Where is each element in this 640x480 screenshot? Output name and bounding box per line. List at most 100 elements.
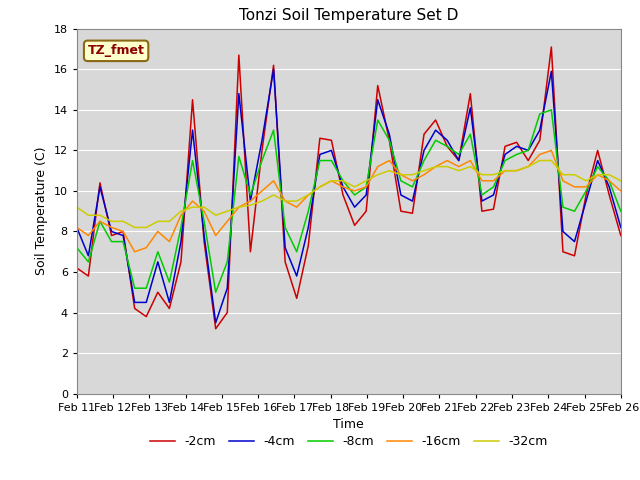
-32cm <box>362 178 370 184</box>
-4cm <box>96 184 104 190</box>
-8cm <box>108 239 115 244</box>
-4cm <box>143 300 150 305</box>
-2cm <box>293 296 301 301</box>
-8cm <box>420 157 428 163</box>
-32cm <box>73 204 81 210</box>
-4cm <box>269 66 277 72</box>
-16cm <box>455 164 463 169</box>
-8cm <box>444 144 451 149</box>
-16cm <box>420 172 428 178</box>
-32cm <box>559 172 567 178</box>
X-axis label: Time: Time <box>333 418 364 431</box>
-2cm <box>397 208 404 214</box>
-32cm <box>96 212 104 218</box>
-4cm <box>73 225 81 230</box>
-8cm <box>154 249 162 254</box>
-2cm <box>108 233 115 239</box>
-4cm <box>374 97 381 103</box>
Text: TZ_fmet: TZ_fmet <box>88 44 145 57</box>
-4cm <box>166 300 173 305</box>
-2cm <box>524 157 532 163</box>
-16cm <box>351 188 358 194</box>
-4cm <box>582 198 590 204</box>
-32cm <box>166 218 173 224</box>
-8cm <box>328 157 335 163</box>
-16cm <box>605 178 613 184</box>
-8cm <box>617 208 625 214</box>
-2cm <box>235 52 243 58</box>
-4cm <box>84 253 92 259</box>
-8cm <box>490 184 497 190</box>
-8cm <box>385 137 393 143</box>
-32cm <box>282 198 289 204</box>
-4cm <box>108 228 115 234</box>
-32cm <box>339 178 347 184</box>
-16cm <box>374 164 381 169</box>
-8cm <box>305 208 312 214</box>
-16cm <box>96 218 104 224</box>
Legend: -2cm, -4cm, -8cm, -16cm, -32cm: -2cm, -4cm, -8cm, -16cm, -32cm <box>145 430 553 453</box>
-4cm <box>605 184 613 190</box>
-16cm <box>362 184 370 190</box>
-16cm <box>166 239 173 244</box>
-8cm <box>189 157 196 163</box>
-4cm <box>455 157 463 163</box>
-8cm <box>582 188 590 194</box>
-2cm <box>316 135 324 141</box>
-8cm <box>73 245 81 251</box>
-4cm <box>594 157 602 163</box>
-32cm <box>177 208 185 214</box>
-32cm <box>316 184 324 190</box>
-4cm <box>351 204 358 210</box>
-8cm <box>235 154 243 159</box>
-2cm <box>374 83 381 88</box>
-2cm <box>189 97 196 103</box>
-4cm <box>212 320 220 325</box>
-2cm <box>305 243 312 249</box>
-8cm <box>223 259 231 265</box>
-16cm <box>594 172 602 178</box>
-8cm <box>131 285 138 291</box>
-8cm <box>258 157 266 163</box>
-2cm <box>444 144 451 149</box>
-8cm <box>293 249 301 254</box>
-4cm <box>571 239 579 244</box>
-16cm <box>328 178 335 184</box>
-4cm <box>200 233 208 239</box>
-32cm <box>246 202 254 208</box>
-4cm <box>246 198 254 204</box>
-32cm <box>84 212 92 218</box>
-2cm <box>269 62 277 68</box>
-8cm <box>501 157 509 163</box>
-2cm <box>73 265 81 271</box>
-8cm <box>536 111 543 117</box>
-4cm <box>490 192 497 198</box>
-32cm <box>513 168 520 174</box>
-4cm <box>420 147 428 153</box>
-16cm <box>478 178 486 184</box>
-8cm <box>467 132 474 137</box>
-8cm <box>571 208 579 214</box>
-32cm <box>617 178 625 184</box>
-2cm <box>154 289 162 295</box>
-32cm <box>269 192 277 198</box>
-2cm <box>571 253 579 259</box>
-4cm <box>501 152 509 157</box>
-16cm <box>84 233 92 239</box>
-32cm <box>131 225 138 230</box>
-4cm <box>154 259 162 265</box>
-32cm <box>293 198 301 204</box>
-32cm <box>200 204 208 210</box>
-32cm <box>605 172 613 178</box>
-8cm <box>269 127 277 133</box>
-2cm <box>246 249 254 254</box>
-4cm <box>559 228 567 234</box>
-2cm <box>339 192 347 198</box>
-32cm <box>582 178 590 184</box>
-8cm <box>282 225 289 230</box>
-32cm <box>547 157 555 163</box>
-32cm <box>408 172 416 178</box>
-16cm <box>305 192 312 198</box>
-2cm <box>501 144 509 149</box>
Line: -4cm: -4cm <box>77 69 621 323</box>
